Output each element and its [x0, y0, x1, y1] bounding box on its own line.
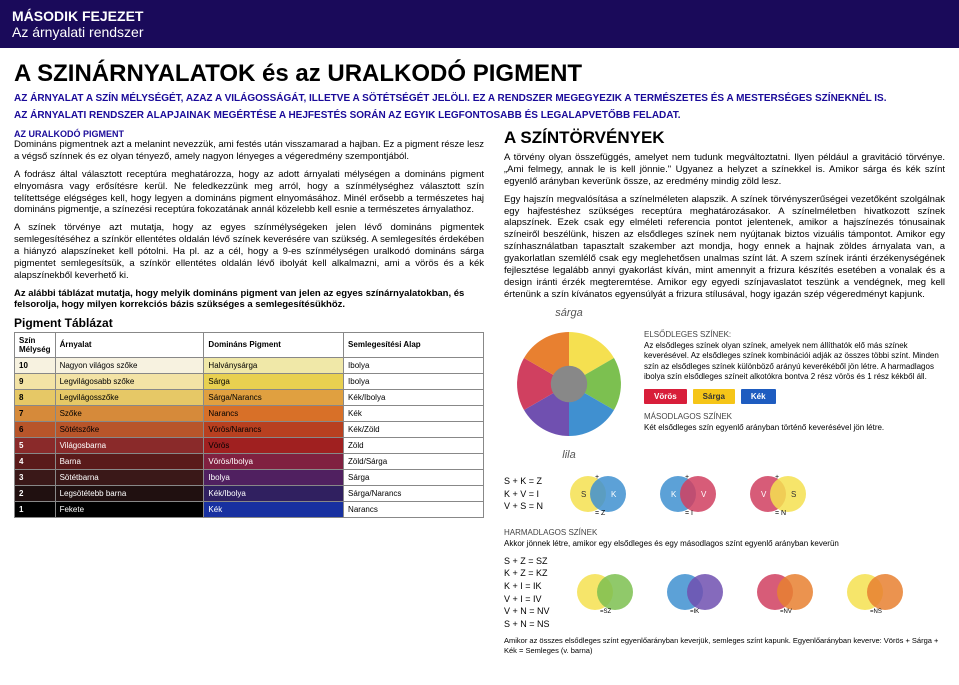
svg-text:K: K — [671, 490, 677, 499]
svg-text:S: S — [581, 490, 586, 499]
table-row: 3SötétbarnaIbolyaSárga — [15, 469, 484, 485]
secondary-heading: MÁSODLAGOS SZÍNEK — [644, 412, 945, 421]
table-title: Pigment Táblázat — [14, 316, 484, 330]
table-header: Semlegesítési Alap — [344, 332, 484, 357]
lila-label: lila — [504, 449, 634, 461]
table-row: 6SötétszőkeVörös/NarancsKék/Zöld — [15, 421, 484, 437]
secondary-formulas: S + K = ZK + V = IV + S = N — [504, 475, 543, 513]
svg-text:=IK: =IK — [690, 609, 699, 615]
table-row: 5VilágosbarnaVörösZöld — [15, 437, 484, 453]
table-header: Szín Mélység — [15, 332, 56, 357]
left-column: AZ URALKODÓ PIGMENT Domináns pigmentnek … — [14, 126, 484, 655]
pigment-heading: AZ URALKODÓ PIGMENT — [14, 129, 484, 139]
tertiary-venn-row: S + Z = SZK + Z = KZK + I = IKV + I = IV… — [504, 555, 945, 631]
svg-text:=NV: =NV — [780, 609, 792, 615]
svg-text:V: V — [761, 490, 767, 499]
pigment-table: Szín MélységÁrnyalatDomináns PigmentSeml… — [14, 332, 484, 518]
para-1: Domináns pigmentnek azt a melanint nevez… — [14, 139, 484, 163]
para-2: A fodrász által választott receptúra meg… — [14, 169, 484, 217]
subtitle-2: AZ ÁRNYALATI RENDSZER ALAPJAINAK MEGÉRTÉ… — [14, 109, 945, 122]
svg-text:=SZ: =SZ — [600, 609, 612, 615]
secondary-venn-row: S + K = ZK + V = IV + S = N S K + = Z K V + = … — [504, 467, 945, 522]
chapter-subtitle: Az árnyalati rendszer — [12, 24, 947, 40]
primary-color-boxes: Vörös Sárga Kék — [644, 389, 945, 404]
svg-text:= Z: = Z — [595, 510, 606, 517]
table-row: 7SzőkeNarancsKék — [15, 405, 484, 421]
voros-box: Vörös — [644, 389, 687, 404]
venn-sz: S K + = Z — [563, 467, 633, 522]
svg-text:S: S — [791, 490, 796, 499]
chapter-label: MÁSODIK FEJEZET — [12, 8, 947, 24]
svg-text:K: K — [611, 490, 617, 499]
page-title: A SZINÁRNYALATOK és az URALKODÓ PIGMENT — [14, 60, 945, 88]
color-wheel — [504, 319, 634, 449]
tertiary-text: Akkor jönnek létre, amikor egy elsődlege… — [504, 539, 945, 549]
chapter-header: MÁSODIK FEJEZET Az árnyalati rendszer — [0, 0, 959, 48]
svg-text:=NS: =NS — [870, 609, 882, 615]
venn-t3: =NV — [750, 565, 820, 620]
venn-t2: =IK — [660, 565, 730, 620]
right-p2: Egy hajszín megvalósítása a színelmélete… — [504, 194, 945, 301]
tertiary-formulas: S + Z = SZK + Z = KZK + I = IKV + I = IV… — [504, 555, 550, 631]
venn-vn: V S + = N — [743, 467, 813, 522]
primary-text: Az elsődleges színek olyan színek, amely… — [644, 341, 945, 383]
venn-t1: =SZ — [570, 565, 640, 620]
para-3: A színek törvénye azt mutatja, hogy az e… — [14, 222, 484, 281]
venn-ki: K V + = I — [653, 467, 723, 522]
svg-text:= I: = I — [685, 510, 693, 517]
svg-text:+: + — [685, 474, 689, 481]
secondary-text: Két elsődleges szín egyenlő arányban tör… — [644, 423, 945, 433]
color-wheel-block: sárga — [504, 307, 634, 461]
tertiary-heading: HARMADLAGOS SZÍNEK — [504, 528, 945, 537]
table-row: 1FeketeKékNarancs — [15, 501, 484, 517]
table-header: Domináns Pigment — [204, 332, 344, 357]
subtitle-1: AZ ÁRNYALAT A SZÍN MÉLYSÉGÉT, AZAZ A VIL… — [14, 92, 945, 105]
table-intro: Az alábbi táblázat mutatja, hogy melyik … — [14, 288, 484, 310]
primary-heading: ELSŐDLEGES SZÍNEK: — [644, 330, 945, 339]
svg-text:= N: = N — [775, 510, 786, 517]
venn-t4: =NS — [840, 565, 910, 620]
svg-text:+: + — [775, 474, 779, 481]
table-header: Árnyalat — [55, 332, 204, 357]
table-row: 10Nagyon világos szőkeHalványsárgaIbolya — [15, 357, 484, 373]
table-row: 2Legsötétebb barnaKék/IbolyaSárga/Naranc… — [15, 485, 484, 501]
table-row: 9Legvilágosabb szőkeSárgaIbolya — [15, 373, 484, 389]
sarga-label: sárga — [504, 307, 634, 319]
table-row: 4BarnaVörös/IbolyaZöld/Sárga — [15, 453, 484, 469]
svg-text:V: V — [701, 490, 707, 499]
footer-note: Amikor az összes elsődleges színt egyenl… — [504, 636, 945, 655]
svg-text:+: + — [595, 474, 599, 481]
table-row: 8LegvilágosszőkeSárga/NarancsKék/Ibolya — [15, 389, 484, 405]
right-column: A SZÍNTÖRVÉNYEK A törvény olyan összefüg… — [504, 126, 945, 655]
sarga-box: Sárga — [693, 389, 735, 404]
right-p1: A törvény olyan összefüggés, amelyet nem… — [504, 152, 945, 188]
kek-box: Kék — [741, 389, 776, 404]
laws-heading: A SZÍNTÖRVÉNYEK — [504, 128, 945, 148]
